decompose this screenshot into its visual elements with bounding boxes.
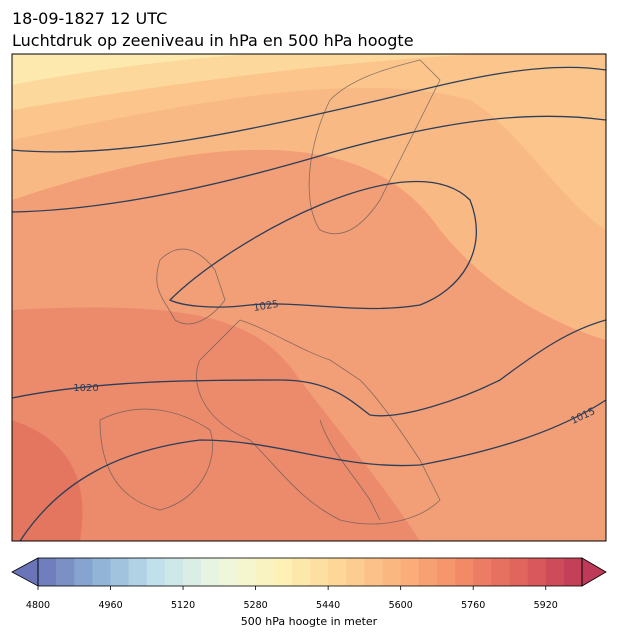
colorbar-segment <box>38 558 57 586</box>
colorbar-segment <box>346 558 365 586</box>
colorbar-tick-label: 5920 <box>534 600 558 611</box>
map <box>12 54 606 541</box>
field <box>12 54 606 230</box>
colorbar-segment <box>291 558 311 586</box>
field <box>12 54 606 340</box>
colorbar-extend-high <box>581 557 607 587</box>
colorbar-segment <box>237 558 256 586</box>
colorbar-segment <box>491 558 510 586</box>
isobars <box>12 66 606 541</box>
colorbar-tick-label: 4960 <box>98 600 122 611</box>
colorbar-segment <box>527 558 547 586</box>
colorbar-segment <box>128 558 148 586</box>
colorbar-segment <box>201 558 220 586</box>
colorbar-segment <box>509 558 528 586</box>
colorbar-segment <box>146 558 166 586</box>
colorbar-segment <box>382 558 401 586</box>
colorbar-segment <box>183 558 202 586</box>
field <box>12 54 480 110</box>
colorbar-tick-label: 5600 <box>389 600 413 611</box>
colorbar-frame <box>37 557 583 587</box>
colorbar-segment <box>110 558 129 586</box>
colorbar-segment <box>328 558 347 586</box>
colorbar-segment <box>473 558 492 586</box>
colorbar-segment <box>400 558 420 586</box>
colorbar-tick-label: 5120 <box>171 600 195 611</box>
colorbar-segment <box>255 558 275 586</box>
colorbar-segment <box>56 558 75 586</box>
colorbar-segment <box>74 558 93 586</box>
colorbar-tick-label: 5760 <box>461 600 485 611</box>
subtitle: Luchtdruk op zeeniveau in hPa en 500 hPa… <box>12 31 414 50</box>
colorbar-tick-label: 4800 <box>26 600 50 611</box>
title: 18-09-1827 12 UTC <box>12 9 167 28</box>
colorbar-label: 500 hPa hoogte in meter <box>241 615 378 628</box>
colorbar-segment <box>219 558 238 586</box>
contour-label: 1025 <box>253 299 280 314</box>
contour-label: 1020 <box>73 383 98 394</box>
colorbar-segment <box>545 558 565 586</box>
colorbar-segment <box>164 558 184 586</box>
colorbar-segment <box>418 558 438 586</box>
colorbar-segment <box>364 558 383 586</box>
field <box>12 54 250 85</box>
coastlines <box>99 59 441 525</box>
colorbar-extend-low <box>11 557 39 587</box>
colorbar-segment <box>563 558 583 586</box>
colorbar-segment <box>455 558 474 586</box>
colorbar: 4800 4960 5120 5280 5440 5600 5760 5920 500 hPa … <box>11 557 607 628</box>
colorbar-segment <box>310 558 329 586</box>
colorbar-segment <box>92 558 111 586</box>
map-frame <box>11 53 607 542</box>
colorbar-tick-label: 5440 <box>316 600 340 611</box>
colorbar-tick-label: 5280 <box>244 600 268 611</box>
colorbar-segment <box>273 558 293 586</box>
field <box>12 420 83 541</box>
colorbar-segment <box>436 558 456 586</box>
